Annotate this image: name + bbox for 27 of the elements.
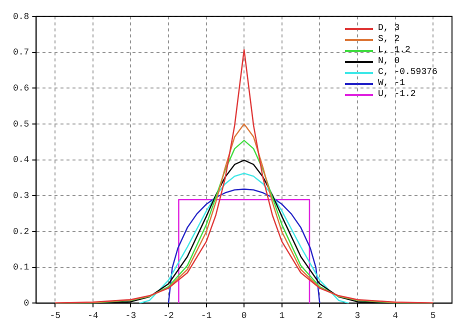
y-tick-label: 0.7 [13, 48, 30, 58]
x-tick-label: 0 [241, 310, 247, 321]
x-tick-label: -5 [50, 310, 61, 321]
legend-label: W, -1 [378, 78, 406, 90]
x-tick-label: 3 [354, 310, 360, 321]
y-tick-label: 0.3 [13, 191, 30, 202]
legend-label: C, -0.59376 [378, 67, 438, 78]
legend-label: U, -1.2 [378, 89, 416, 100]
y-tick-label: 0.1 [13, 262, 30, 273]
x-tick-label: -1 [200, 310, 212, 321]
x-tick-label: -4 [87, 310, 98, 321]
legend-label: N, 0 [378, 56, 400, 68]
x-tick-label: 1 [279, 310, 285, 321]
x-tick-label: 2 [317, 310, 322, 321]
y-tick-label: 0 [24, 298, 30, 309]
legend-label: S, 2 [378, 34, 400, 46]
x-tick-label: 4 [392, 310, 398, 321]
y-tick-label: 0.2 [13, 226, 30, 237]
y-tick-label: 0.6 [13, 83, 30, 94]
y-tick-label: 0.5 [13, 119, 30, 130]
legend-label: L, 1.2 [378, 45, 410, 56]
x-tick-label: -2 [163, 310, 174, 321]
y-tick-label: 0.8 [13, 12, 30, 22]
x-tick-label: -3 [125, 310, 136, 321]
legend-label: D, 3 [378, 23, 400, 34]
y-tick-label: 0.4 [13, 155, 30, 166]
x-tick-label: 5 [430, 310, 436, 321]
